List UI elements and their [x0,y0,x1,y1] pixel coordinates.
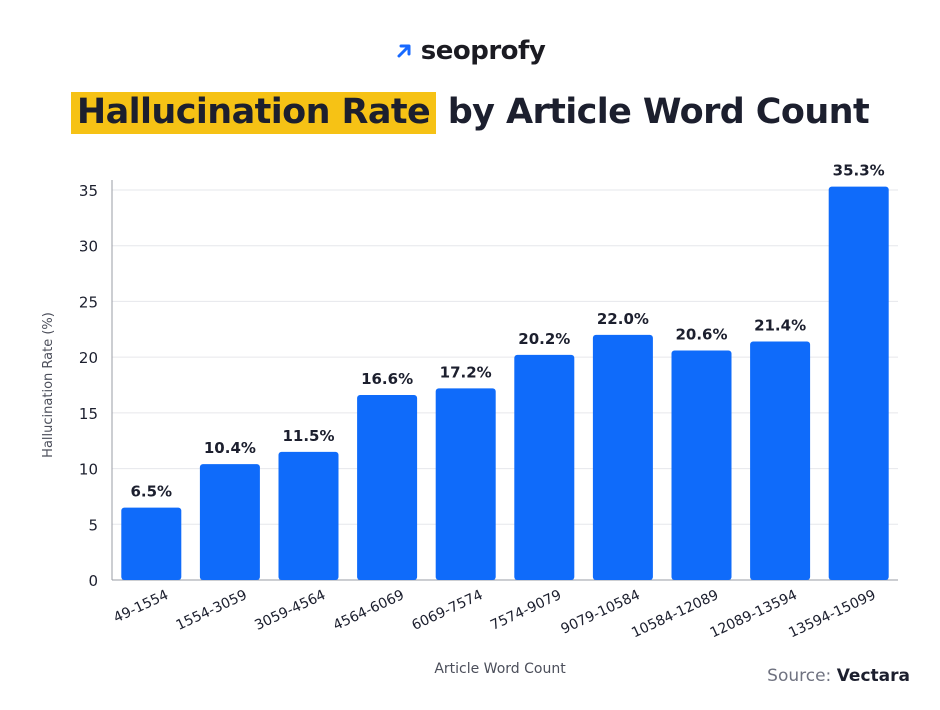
y-axis-label: Hallucination Rate (%) [41,312,56,458]
data-label: 21.4% [754,317,806,335]
y-tick-label: 10 [79,461,98,479]
y-tick-label: 25 [79,293,98,311]
data-label: 16.6% [361,370,413,388]
bar [514,354,575,580]
title-highlight: Hallucination Rate [70,92,437,134]
data-label: 10.4% [204,439,256,457]
bar [750,341,811,580]
y-tick-label: 35 [79,182,98,200]
bar [278,451,339,580]
y-tick-label: 5 [88,516,98,534]
y-tick-label: 15 [79,405,98,423]
y-tick-label: 30 [79,238,98,256]
x-tick-label: 12089-13594 [708,587,800,641]
brand-logo: seoprofy [0,36,940,66]
y-tick-label: 0 [88,572,98,590]
x-axis-label: Article Word Count [434,661,566,677]
x-tick-label: 49-1554 [111,587,171,626]
y-tick-label: 20 [79,349,98,367]
data-label: 35.3% [833,162,885,180]
bar [671,350,732,580]
source-name: Vectara [836,666,910,686]
title-rest: by Article Word Count [447,92,870,132]
chart-title: Hallucination Rate by Article Word Count [0,92,940,134]
x-tick-label: 7574-9079 [488,587,564,634]
bar [592,334,653,580]
source-label: Source: [767,666,832,686]
brand-name: seoprofy [420,36,546,66]
bar [435,388,496,580]
bar [828,186,889,580]
x-tick-label: 3059-4564 [252,587,328,634]
data-label: 20.2% [518,330,570,348]
data-label: 11.5% [282,427,334,445]
x-tick-label: 1554-3059 [174,587,250,634]
x-tick-label: 13594-15099 [786,587,878,641]
data-label: 17.2% [440,363,492,381]
source-credit: Source: Vectara [767,666,910,686]
x-tick-label: 6069-7574 [409,587,485,634]
x-tick-label: 10584-12089 [629,587,721,641]
data-label: 6.5% [130,483,172,501]
data-label: 22.0% [597,310,649,328]
bar [121,507,182,580]
bar [357,395,418,580]
data-label: 20.6% [675,325,727,343]
arrow-up-right-icon [397,44,411,58]
bar [199,464,260,580]
x-tick-label: 4564-6069 [331,587,407,634]
